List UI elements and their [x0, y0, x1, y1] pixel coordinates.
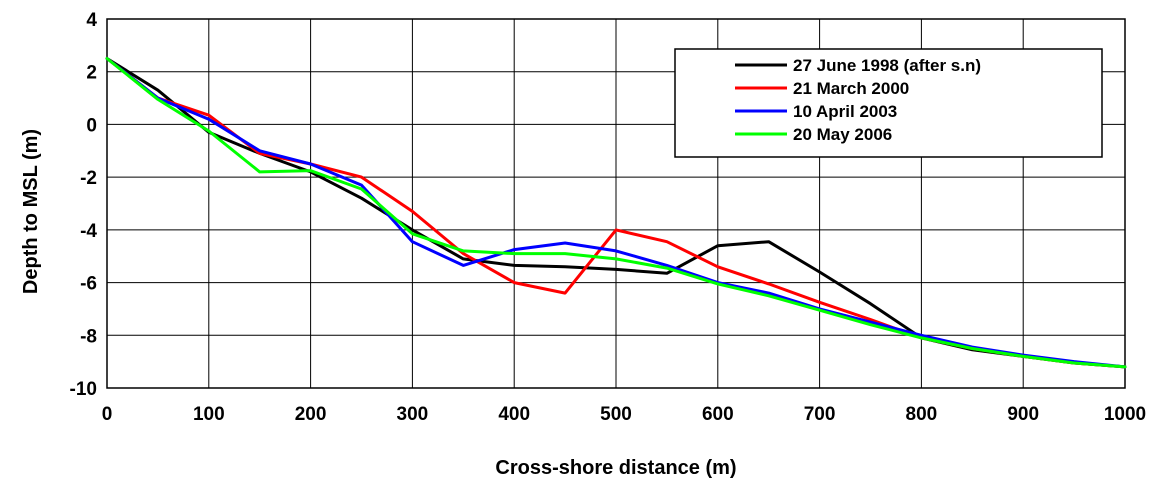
- series-line-3: [105, 57, 1127, 369]
- legend-label-2: 10 April 2003: [793, 102, 897, 121]
- x-tick-label: 600: [702, 404, 734, 425]
- y-tick-label: 4: [86, 10, 97, 31]
- x-axis-tick-labels: 0 100 200 300 400 500 600 700 800 900 1000: [102, 404, 1146, 425]
- legend-label-3: 20 May 2006: [793, 125, 892, 144]
- legend: 27 June 1998 (after s.n) 21 March 2000 10 …: [674, 48, 1103, 158]
- plot-area-frame: [106, 18, 1126, 389]
- series-lines: [105, 57, 1127, 369]
- y-tick-label: -10: [70, 379, 97, 400]
- x-tick-label: 500: [600, 404, 632, 425]
- x-tick-label: 700: [804, 404, 836, 425]
- x-tick-label: 300: [397, 404, 429, 425]
- y-tick-label: -8: [80, 326, 97, 347]
- x-tick-label: 1000: [1104, 404, 1146, 425]
- x-tick-label: 800: [906, 404, 938, 425]
- series-line-2: [105, 57, 1127, 369]
- legend-label-1: 21 March 2000: [793, 79, 909, 98]
- legend-label-0: 27 June 1998 (after s.n): [793, 56, 981, 75]
- y-tick-label: -2: [80, 168, 97, 189]
- x-tick-label: 400: [498, 404, 530, 425]
- x-tick-label: 200: [295, 404, 327, 425]
- x-tick-label: 0: [102, 404, 113, 425]
- y-tick-label: -4: [80, 221, 97, 242]
- y-tick-label: -6: [80, 274, 97, 295]
- x-tick-label: 100: [193, 404, 225, 425]
- y-tick-label: 0: [86, 115, 97, 136]
- y-axis-tick-labels: 4 2 0 -2 -4 -6 -8 -10: [70, 10, 98, 400]
- x-tick-label: 900: [1007, 404, 1039, 425]
- y-axis-title: Depth to MSL (m): [20, 129, 42, 294]
- x-axis-title: Cross-shore distance (m): [495, 457, 736, 479]
- y-tick-label: 2: [86, 63, 97, 84]
- legend-box: [674, 48, 1103, 158]
